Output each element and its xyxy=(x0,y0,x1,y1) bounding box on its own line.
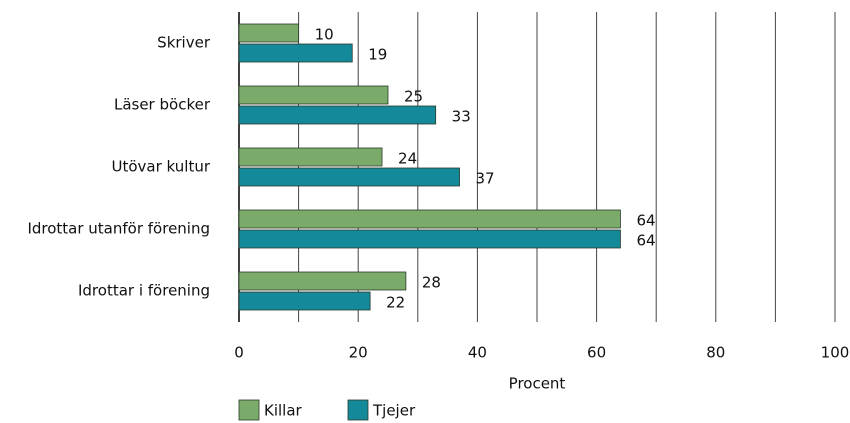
y-tick-label: Idrottar utanför förening xyxy=(27,220,210,238)
value-label: 25 xyxy=(404,88,423,106)
bar xyxy=(238,271,407,291)
x-tick-label: 100 xyxy=(821,344,850,362)
y-tick-label: Idrottar i förening xyxy=(78,282,210,300)
x-tick-label: 60 xyxy=(587,344,606,362)
value-label: 10 xyxy=(315,26,334,44)
y-tick-label: Skriver xyxy=(157,34,211,52)
x-axis-label: Procent xyxy=(509,375,566,393)
y-tick-label: Läser böcker xyxy=(114,96,211,114)
value-label: 28 xyxy=(422,274,441,292)
x-tick-label: 20 xyxy=(349,344,368,362)
value-label: 37 xyxy=(476,170,495,188)
x-tick-label: 80 xyxy=(706,344,725,362)
legend-label: Killar xyxy=(264,402,303,420)
x-tick-label: 0 xyxy=(234,344,244,362)
bar xyxy=(238,85,389,105)
bar xyxy=(238,43,353,63)
value-label: 64 xyxy=(636,212,655,230)
value-label: 19 xyxy=(368,46,387,64)
value-label: 33 xyxy=(452,108,471,126)
bar xyxy=(238,167,460,187)
legend-swatch xyxy=(347,399,369,421)
value-label: 24 xyxy=(398,150,417,168)
y-tick-label: Utövar kultur xyxy=(112,158,211,176)
legend-label: Tjejer xyxy=(372,402,416,420)
bar xyxy=(238,229,621,249)
bar xyxy=(238,291,371,311)
legend-swatch xyxy=(238,399,260,421)
bar xyxy=(238,105,437,125)
x-tick-label: 40 xyxy=(468,344,487,362)
value-label: 64 xyxy=(636,232,655,250)
bar xyxy=(238,147,383,167)
bar xyxy=(238,23,299,43)
bar xyxy=(238,209,621,229)
value-label: 22 xyxy=(386,294,405,312)
